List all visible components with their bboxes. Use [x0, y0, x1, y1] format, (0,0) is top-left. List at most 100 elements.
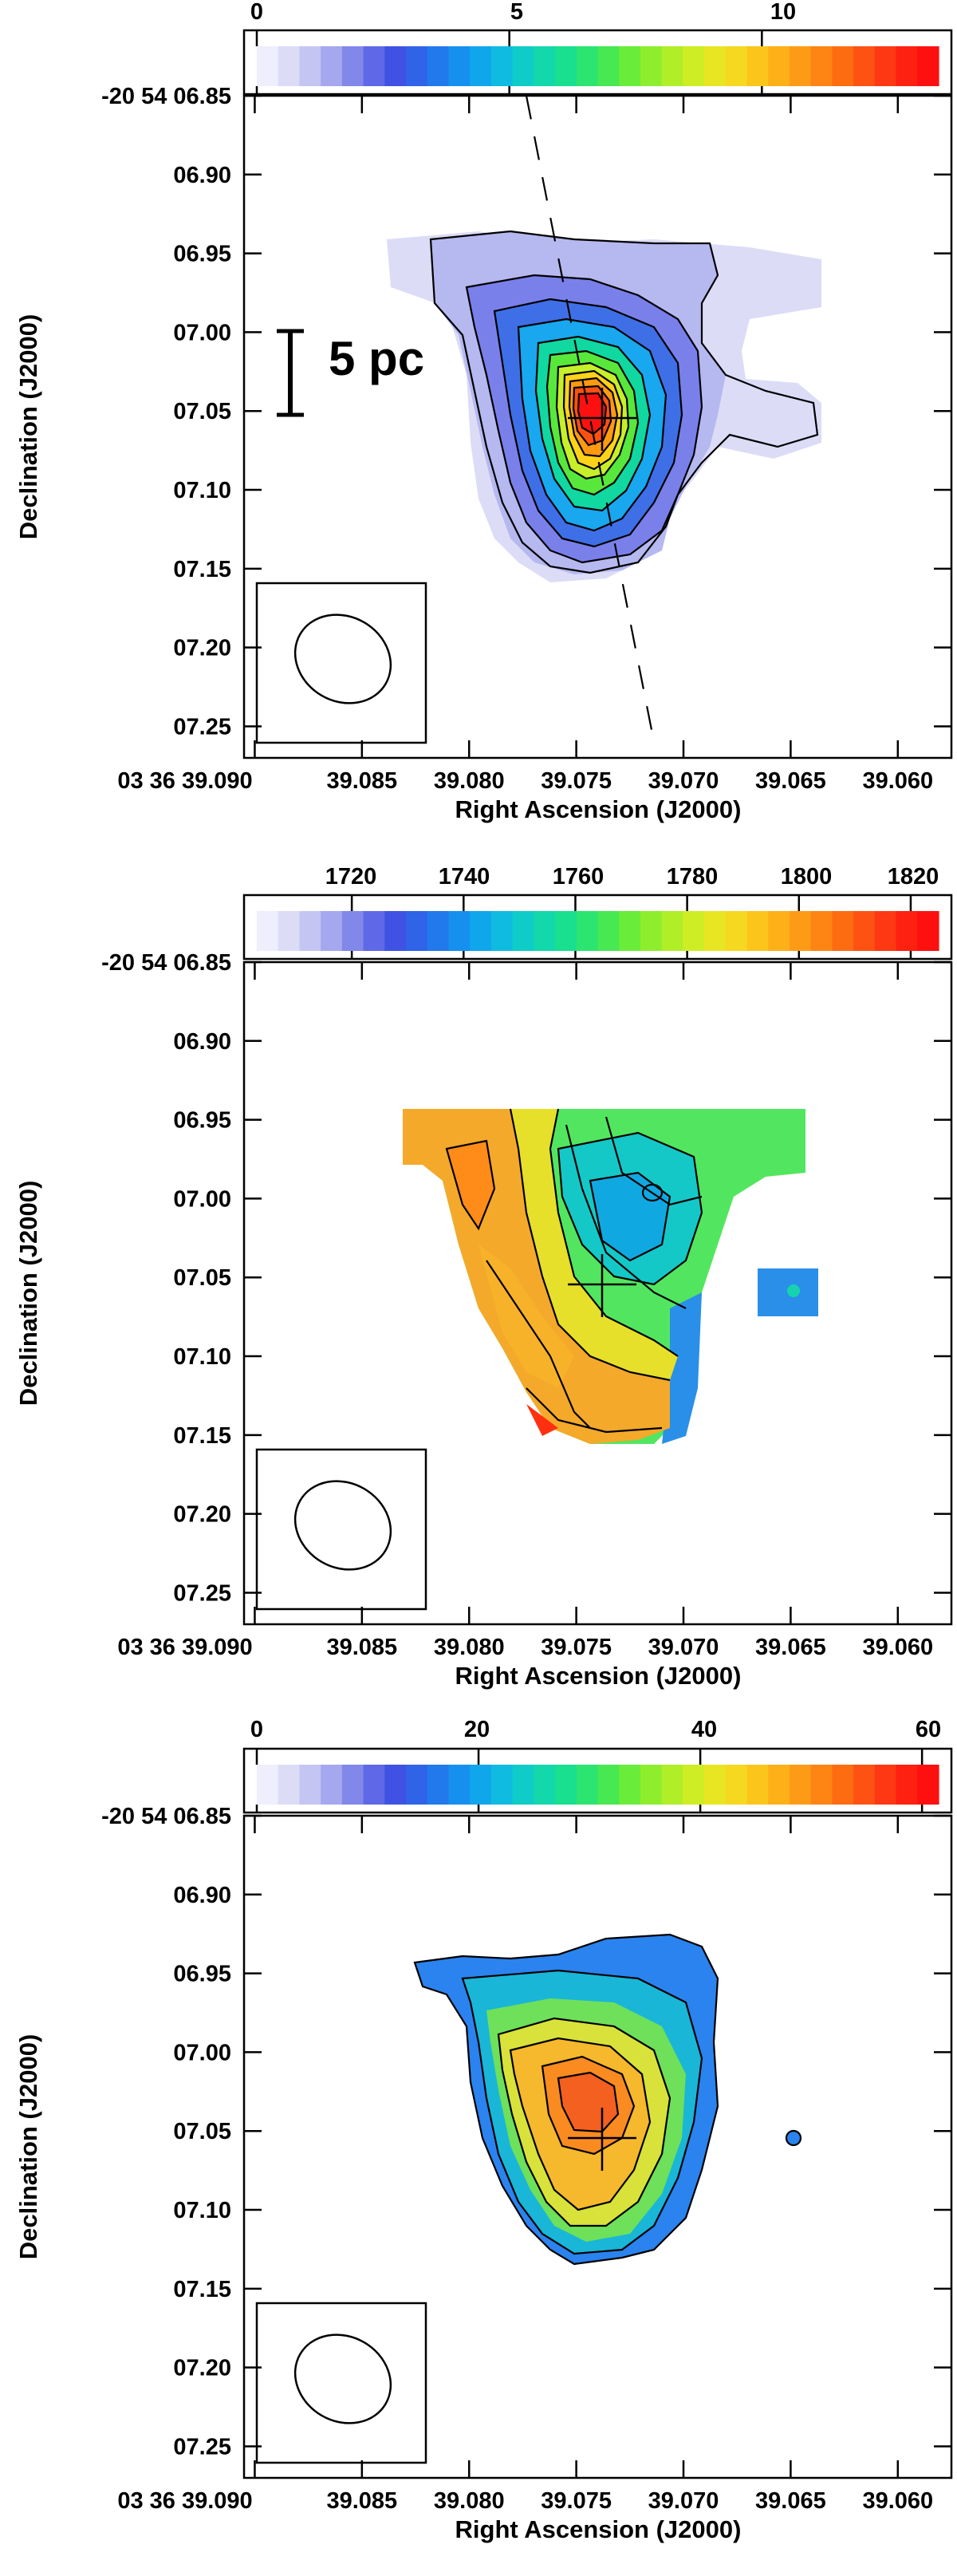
ra-tick-label: 03 36 39.090 [117, 2488, 252, 2514]
colorbar-step [470, 911, 492, 951]
dec-tick-label: 07.00 [173, 2040, 231, 2065]
x-axis-title: Right Ascension (J2000) [455, 795, 742, 823]
colorbar-step [683, 1765, 705, 1805]
colorbar-frame [242, 894, 953, 961]
colorbar-step [341, 911, 364, 951]
dec-tick-label: 06.90 [173, 1883, 231, 1908]
ra-tick-label: 39.075 [541, 2488, 612, 2514]
colorbar-3-tick-label: 0 [250, 1717, 263, 1742]
colorbar-step [299, 911, 321, 951]
colorbar-2 [242, 894, 953, 961]
colorbar-2-tick-label: 1720 [325, 864, 377, 890]
colorbar-frame [242, 1747, 953, 1814]
colorbar-step [363, 1765, 385, 1805]
colorbar-step [725, 1765, 748, 1805]
scale-bar-label: 5 pc [329, 332, 424, 385]
colorbar-step [534, 46, 556, 86]
ra-tick-label: 39.065 [755, 768, 826, 794]
dec-tick-label: 07.20 [173, 2356, 231, 2381]
map-1-contours [429, 230, 819, 574]
dec-tick-label: 07.20 [173, 636, 231, 661]
colorbar-step [853, 1765, 876, 1805]
colorbar-step [512, 46, 534, 86]
colorbar-frame [242, 29, 953, 96]
scale-bar: 5 pc [277, 329, 424, 417]
colorbar-step [257, 1765, 279, 1805]
ra-tick-label: 39.080 [434, 2488, 505, 2514]
map-2-ticks [244, 961, 951, 1624]
colorbar-step [640, 911, 663, 951]
dec-tick-label: 07.10 [173, 478, 231, 503]
colorbar-step [619, 46, 641, 86]
center-cross-3 [568, 2108, 636, 2171]
panel-3: 0 20 40 60 [14, 1717, 953, 2543]
dec-tick-label: 07.10 [173, 1344, 231, 1370]
y-axis-title: Declination (J2000) [14, 1181, 42, 1406]
colorbar-step [512, 911, 534, 951]
map-2-ra-labels: 03 36 39.090 39.085 39.080 39.075 39.070… [117, 1635, 933, 1660]
ra-tick-label: 39.065 [755, 1635, 826, 1660]
colorbar-step [534, 1765, 556, 1805]
colorbar-step [789, 46, 812, 86]
colorbar-step [853, 46, 876, 86]
colorbar-step [810, 911, 833, 951]
x-axis-title: Right Ascension (J2000) [455, 2515, 742, 2543]
colorbar-step [257, 911, 279, 951]
ra-tick-label: 39.080 [434, 1635, 505, 1660]
colorbar-step [406, 1765, 428, 1805]
map-3-ra-labels: 03 36 39.090 39.085 39.080 39.075 39.070… [117, 2488, 933, 2514]
dec-tick-label: 06.90 [173, 1029, 231, 1055]
colorbar-step [278, 46, 301, 86]
colorbar-step [341, 1765, 364, 1805]
ra-tick-label: 03 36 39.090 [117, 1635, 252, 1660]
dec-tick-label: 07.15 [173, 1423, 231, 1449]
colorbar-step [810, 1765, 833, 1805]
dec-tick-label: 07.00 [173, 320, 231, 345]
colorbar-step [853, 911, 876, 951]
colorbar-2-tick-label: 1800 [781, 864, 833, 890]
map-2-emission [403, 1109, 818, 1444]
y-axis-title: Declination (J2000) [14, 314, 42, 540]
colorbar-step [448, 46, 471, 86]
colorbar-step [406, 46, 428, 86]
dec-tick-label: 07.25 [173, 714, 231, 740]
colorbar-step [725, 911, 748, 951]
ra-tick-label: 39.085 [326, 1635, 397, 1660]
ra-tick-label: 39.060 [862, 768, 933, 794]
colorbar-step [896, 1765, 918, 1805]
dec-tick-label: -20 54 06.85 [101, 950, 231, 976]
colorbar-2-tick-label: 1740 [439, 864, 490, 890]
dec-tick-label: 07.15 [173, 557, 231, 582]
colorbar-step [768, 911, 790, 951]
colorbar-step [789, 1765, 812, 1805]
colorbar-step [576, 1765, 599, 1805]
colorbar-step [661, 1765, 683, 1805]
colorbar-step [917, 911, 939, 951]
colorbar-step [470, 1765, 492, 1805]
map-1-frame [242, 94, 953, 759]
dec-tick-label: 07.05 [173, 2119, 231, 2144]
ra-tick-label: 39.070 [648, 768, 719, 794]
colorbar-3-tick-label: 40 [691, 1717, 717, 1742]
colorbar-step [321, 1765, 343, 1805]
colorbar-step [810, 46, 833, 86]
colorbar-step [874, 911, 897, 951]
colorbar-1-tick-label: 10 [770, 0, 796, 25]
colorbar-step [427, 911, 450, 951]
colorbar-2-ticks: 1720 1740 1760 1780 1800 1820 [325, 864, 939, 890]
dec-tick-label: 06.95 [173, 1108, 231, 1134]
colorbar-step [597, 911, 620, 951]
colorbar-3-tick-label: 20 [464, 1717, 490, 1742]
colorbar-step [427, 1765, 450, 1805]
map-3-contours [413, 1933, 802, 2266]
ra-tick-label: 39.070 [648, 2488, 719, 2514]
map-3-ticks [244, 1814, 951, 2478]
colorbar-step [490, 46, 514, 86]
colorbar-step [619, 911, 641, 951]
colorbar-step [341, 46, 364, 86]
colorbar-step [746, 1765, 769, 1805]
ra-tick-label: 39.070 [648, 1635, 719, 1660]
dec-tick-label: 07.05 [173, 399, 231, 424]
beam-3 [255, 2302, 427, 2464]
